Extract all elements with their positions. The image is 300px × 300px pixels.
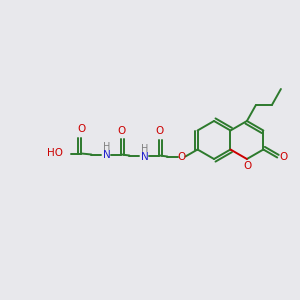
Text: O: O [117,125,125,136]
Text: O: O [244,161,252,171]
Text: O: O [155,127,164,136]
Text: N: N [103,151,110,160]
Text: O: O [177,152,185,161]
Text: HO: HO [47,148,63,158]
Text: O: O [279,152,287,163]
Text: H: H [103,142,110,152]
Text: O: O [77,124,86,134]
Text: H: H [141,143,148,154]
Text: N: N [140,152,148,161]
